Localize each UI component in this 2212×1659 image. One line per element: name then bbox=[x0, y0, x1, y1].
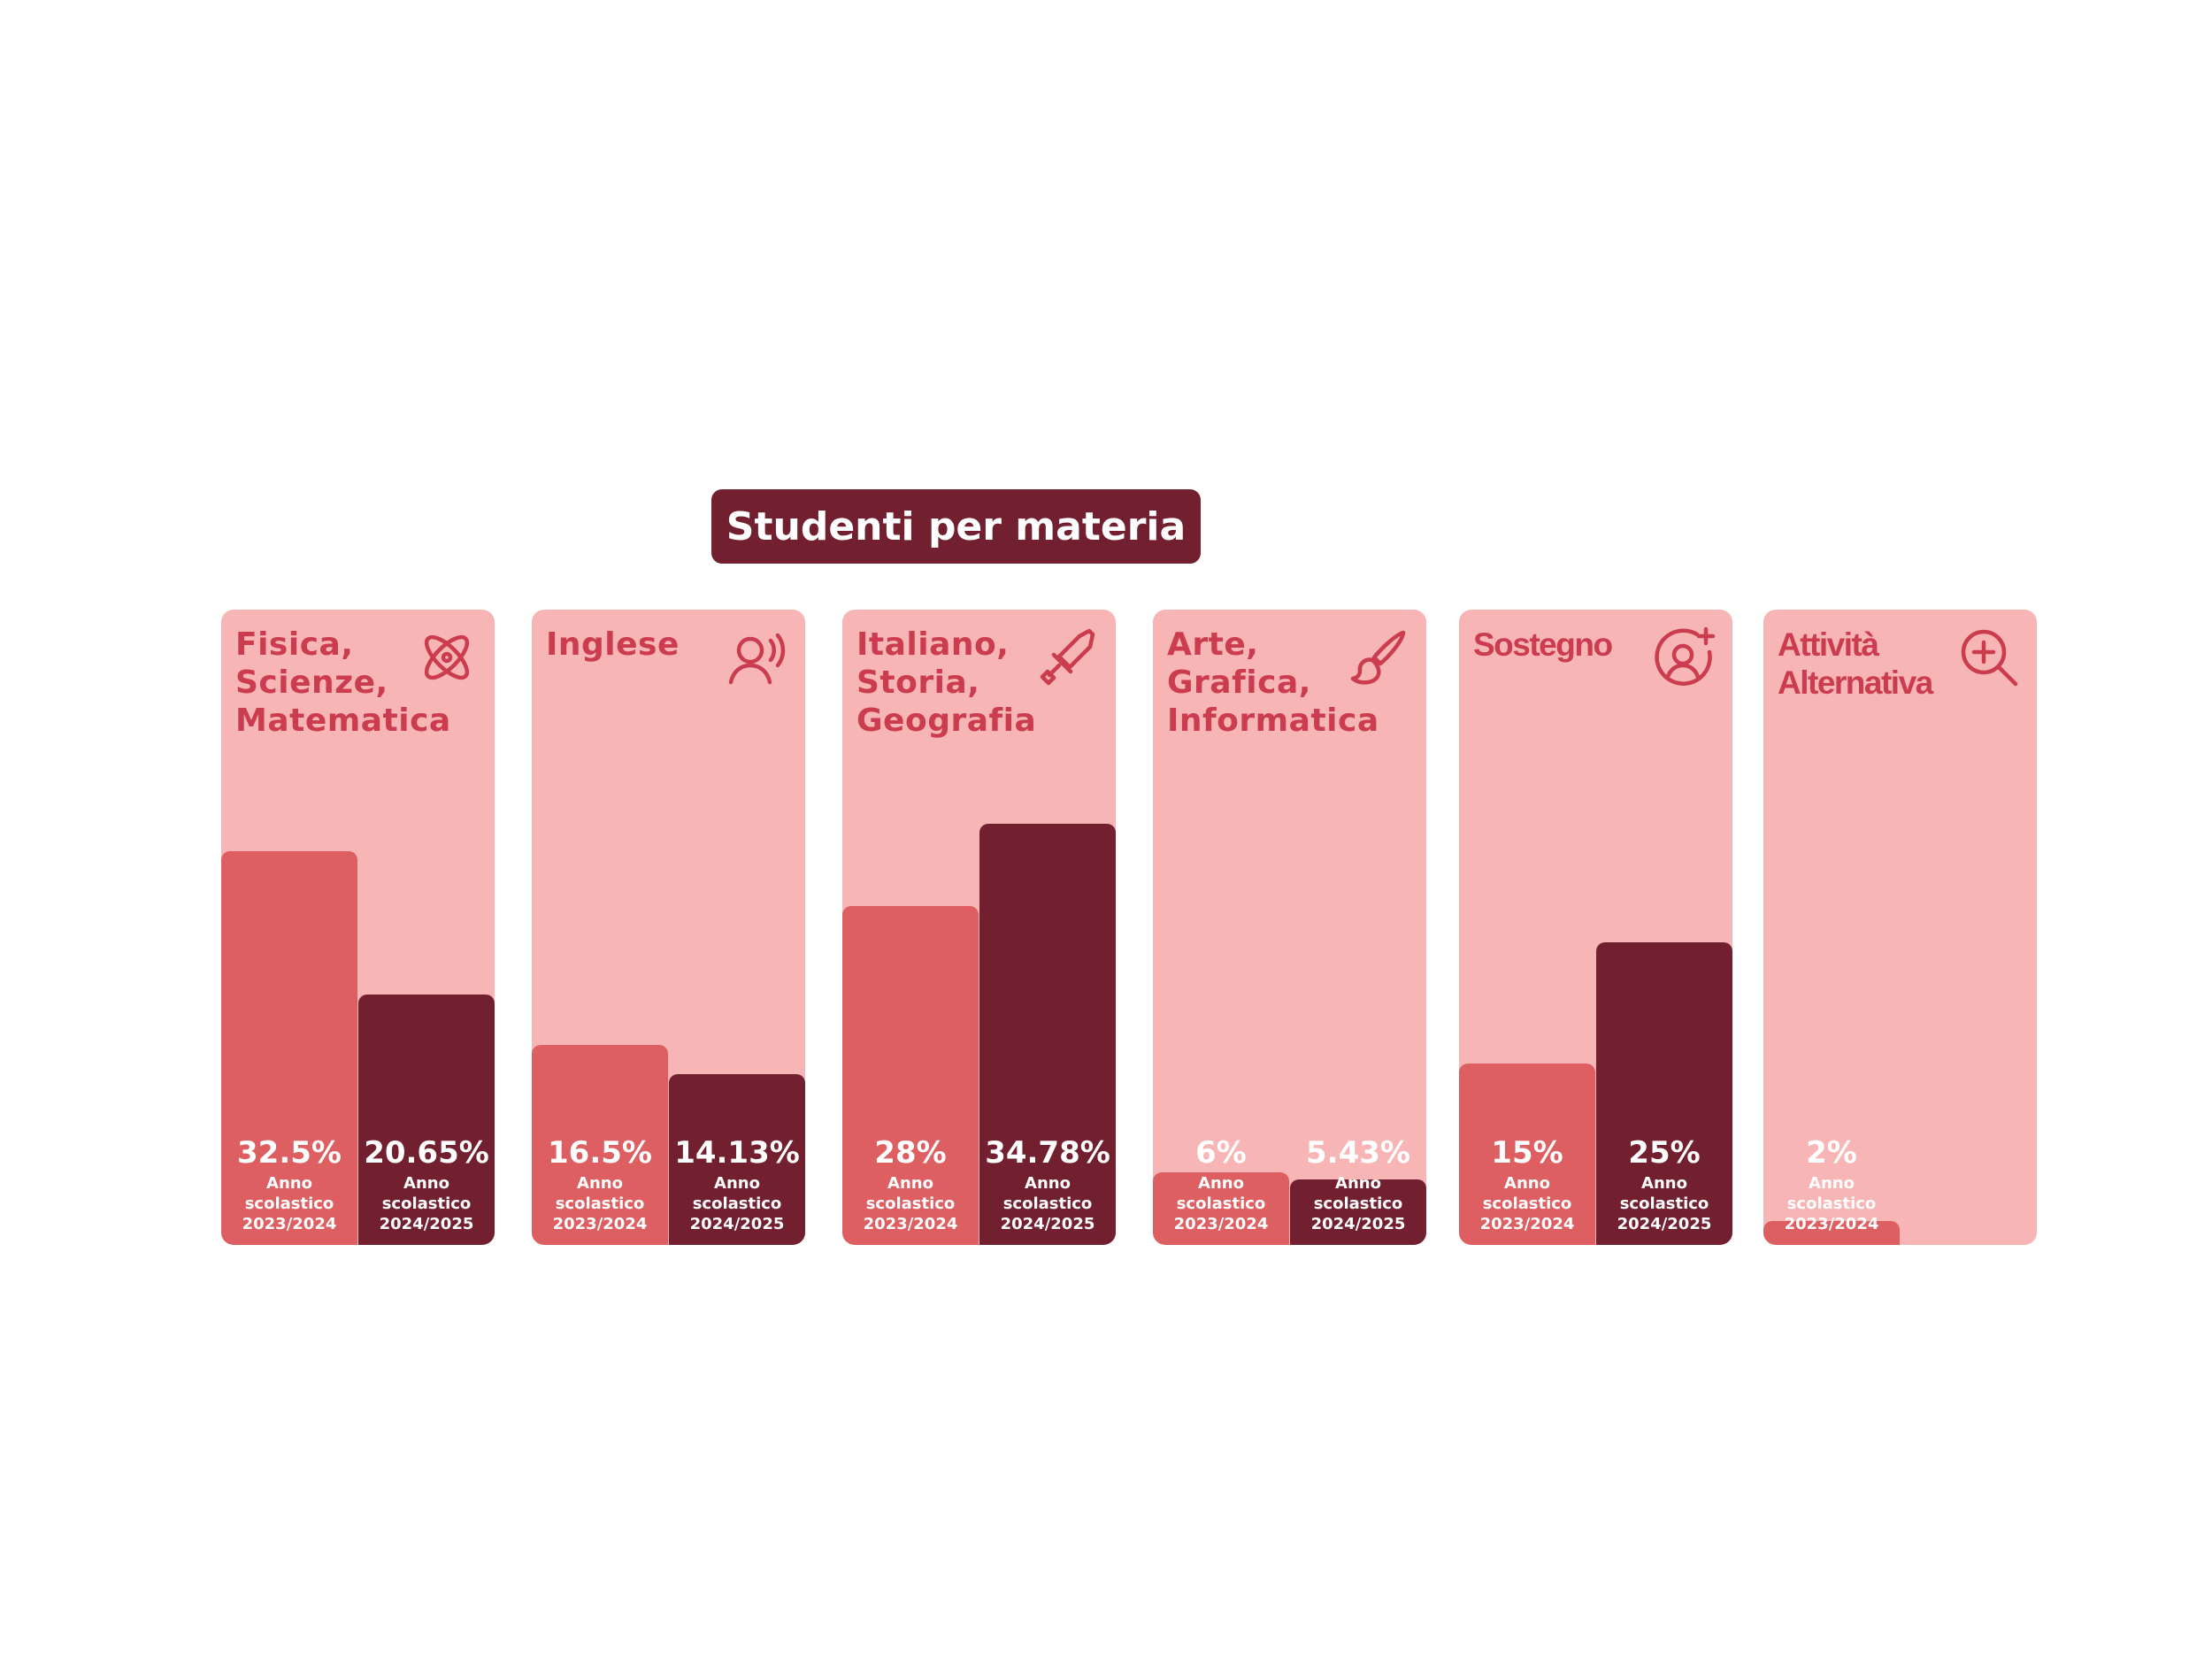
caption-line: scolastico bbox=[1482, 1194, 1572, 1213]
caption-year: 2024/2025 bbox=[689, 1215, 785, 1233]
bar-year-caption: Anno scolastico 2024/2025 bbox=[358, 1173, 495, 1234]
bar-year-caption: Anno scolastico 2023/2024 bbox=[842, 1173, 979, 1234]
bar-year-caption: Anno scolastico 2023/2024 bbox=[221, 1173, 357, 1234]
bar-year-caption: Anno scolastico 2023/2024 bbox=[532, 1173, 668, 1234]
bar-year-caption: Anno scolastico 2023/2024 bbox=[1763, 1173, 1900, 1234]
user-add-icon bbox=[1653, 626, 1717, 689]
bar-year-caption: Anno scolastico 2024/2025 bbox=[1290, 1173, 1426, 1234]
caption-line: scolastico bbox=[1619, 1194, 1709, 1213]
category-label: Attività Alternativa bbox=[1778, 626, 1933, 701]
bar-year-caption: Anno scolastico 2023/2024 bbox=[1459, 1173, 1595, 1234]
caption-year: 2023/2024 bbox=[1784, 1215, 1879, 1233]
caption-line: scolastico bbox=[1786, 1194, 1877, 1213]
category-label: Inglese bbox=[546, 626, 680, 663]
bar bbox=[669, 1074, 805, 1245]
caption-year: 2024/2025 bbox=[379, 1215, 474, 1233]
caption-line: Anno bbox=[577, 1174, 623, 1193]
zoom-in-icon bbox=[1957, 626, 2021, 689]
bar-value-label: 14.13% bbox=[674, 1135, 800, 1171]
bar bbox=[532, 1045, 668, 1245]
category-label: Arte, Grafica, Informatica bbox=[1167, 626, 1379, 739]
bar-year-caption: Anno scolastico 2024/2025 bbox=[1596, 1173, 1732, 1234]
caption-line: scolastico bbox=[1313, 1194, 1403, 1213]
bar-value-label: 6% bbox=[1195, 1135, 1247, 1171]
caption-line: scolastico bbox=[692, 1194, 782, 1213]
category-label: Italiano, Storia, Geografia bbox=[856, 626, 1037, 739]
bar bbox=[842, 906, 979, 1245]
bar-year-caption: Anno scolastico 2024/2025 bbox=[979, 1173, 1116, 1234]
speaking-person-icon bbox=[726, 626, 789, 689]
caption-year: 2023/2024 bbox=[863, 1215, 958, 1233]
sword-icon bbox=[1036, 626, 1100, 689]
bar-value-label: 15% bbox=[1491, 1135, 1563, 1171]
category-card: Inglese 16.5% Anno scolastico 2023/2024 14.13… bbox=[532, 610, 805, 1245]
caption-year: 2024/2025 bbox=[1000, 1215, 1095, 1233]
caption-line: Anno bbox=[1641, 1174, 1687, 1193]
caption-line: scolastico bbox=[1002, 1194, 1093, 1213]
caption-year: 2024/2025 bbox=[1617, 1215, 1712, 1233]
caption-line: scolastico bbox=[381, 1194, 472, 1213]
bar-year-caption: Anno scolastico 2024/2025 bbox=[669, 1173, 805, 1234]
caption-line: Anno bbox=[1335, 1174, 1381, 1193]
category-card: Fisica, Scienze, Matematica 32.5% Anno scol… bbox=[221, 610, 495, 1245]
caption-year: 2023/2024 bbox=[552, 1215, 648, 1233]
paintbrush-icon bbox=[1347, 626, 1410, 689]
caption-year: 2023/2024 bbox=[1173, 1215, 1269, 1233]
caption-line: Anno bbox=[403, 1174, 449, 1193]
category-card: Sostegno 15% Anno scolastico 2023/2024 25% Ann… bbox=[1459, 610, 1732, 1245]
bar bbox=[1763, 1221, 1900, 1245]
caption-year: 2023/2024 bbox=[1479, 1215, 1575, 1233]
caption-line: Anno bbox=[714, 1174, 760, 1193]
bar-value-label: 20.65% bbox=[364, 1135, 489, 1171]
caption-year: 2024/2025 bbox=[1310, 1215, 1406, 1233]
bar bbox=[1290, 1179, 1426, 1245]
bar-value-label: 25% bbox=[1628, 1135, 1701, 1171]
bar-value-label: 34.78% bbox=[985, 1135, 1110, 1171]
bar-value-label: 32.5% bbox=[237, 1135, 342, 1171]
caption-line: scolastico bbox=[244, 1194, 334, 1213]
bar-year-caption: Anno scolastico 2023/2024 bbox=[1153, 1173, 1289, 1234]
bar-value-label: 16.5% bbox=[548, 1135, 652, 1171]
caption-line: scolastico bbox=[865, 1194, 956, 1213]
caption-line: Anno bbox=[1809, 1174, 1855, 1193]
bar bbox=[979, 824, 1116, 1245]
bar bbox=[1596, 942, 1732, 1245]
caption-line: scolastico bbox=[1176, 1194, 1266, 1213]
bar-value-label: 5.43% bbox=[1306, 1135, 1410, 1171]
atom-icon bbox=[415, 626, 479, 689]
bar bbox=[1459, 1064, 1595, 1245]
caption-year: 2023/2024 bbox=[242, 1215, 337, 1233]
bar-value-label: 2% bbox=[1806, 1135, 1857, 1171]
bar bbox=[358, 995, 495, 1245]
category-card: Italiano, Storia, Geografia 28% Anno scolas… bbox=[842, 610, 1116, 1245]
caption-line: Anno bbox=[1025, 1174, 1071, 1193]
category-card: Arte, Grafica, Informatica 6% Anno scolasti… bbox=[1153, 610, 1426, 1245]
category-card: Attività Alternativa 2% Anno scolastico 2023… bbox=[1763, 610, 2037, 1245]
caption-line: Anno bbox=[887, 1174, 933, 1193]
category-label: Sostegno bbox=[1473, 626, 1613, 663]
chart-title: Studenti per materia bbox=[711, 489, 1201, 564]
caption-line: Anno bbox=[1198, 1174, 1244, 1193]
bar bbox=[1153, 1172, 1289, 1245]
category-label: Fisica, Scienze, Matematica bbox=[235, 626, 451, 739]
caption-line: Anno bbox=[266, 1174, 312, 1193]
bar-value-label: 28% bbox=[874, 1135, 947, 1171]
caption-line: scolastico bbox=[555, 1194, 645, 1213]
caption-line: Anno bbox=[1504, 1174, 1550, 1193]
bar bbox=[221, 851, 357, 1245]
